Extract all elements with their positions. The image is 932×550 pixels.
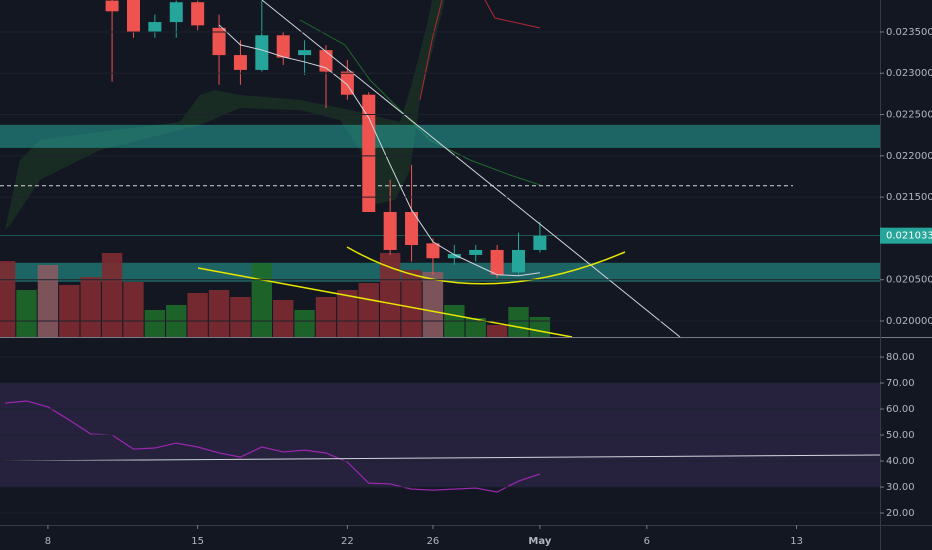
x-tick-label: 22 (341, 536, 354, 547)
candle-body (276, 35, 290, 58)
volume-bar (358, 283, 379, 337)
indicator-line (419, 0, 443, 101)
y-tick-label: 0.023000 (886, 68, 932, 79)
volume-bar (508, 307, 529, 337)
candle-body (319, 50, 333, 72)
y-tick-label: 0.022500 (886, 110, 932, 121)
x-tick-label: 8 (45, 536, 51, 547)
y-tick-label: 0.020500 (886, 275, 932, 286)
volume-bar (273, 300, 294, 337)
axes: 0.023500 0.023000 0.022500 0.022000 0.021500… (0, 27, 932, 547)
y-tick-label: 20.00 (886, 508, 915, 519)
candle-body (405, 211, 419, 246)
y-tick-label: 50.00 (886, 430, 915, 441)
y-tick-label: 30.00 (886, 482, 915, 493)
volume-bar (230, 297, 251, 337)
candle-body (490, 249, 504, 275)
candle-body (255, 35, 269, 70)
candle-body (512, 249, 526, 273)
candle-body (383, 211, 397, 250)
y-tick-label: 0.021500 (886, 192, 932, 203)
volume-bar (294, 310, 315, 337)
volume-bar (0, 261, 16, 337)
y-tick-label: 60.00 (886, 404, 915, 415)
volume-bar (16, 290, 37, 337)
volume-bar (251, 263, 273, 337)
zone (0, 124, 880, 148)
x-tick-label: 26 (427, 536, 440, 547)
y-tick-label: 0.022000 (886, 151, 932, 162)
volume-bar (315, 297, 337, 337)
volume-bar (187, 293, 208, 337)
y-tick-label: 80.00 (886, 352, 915, 363)
candle-body (362, 94, 376, 212)
x-tick-label: 15 (191, 536, 204, 547)
last-price-label: 0.021033 (886, 231, 932, 242)
volume-bar (379, 253, 401, 337)
candle-body (426, 243, 440, 259)
candle-body (298, 50, 312, 56)
volume-bar (465, 318, 486, 337)
candle-body (169, 2, 183, 23)
y-tick-label: 0.023500 (886, 27, 932, 38)
volume-bar (486, 325, 508, 337)
y-tick-label: 40.00 (886, 456, 915, 467)
candle-body (148, 22, 162, 32)
candle-body (533, 235, 547, 250)
x-tick-label: May (528, 536, 551, 547)
volume-bar (101, 253, 123, 337)
rsi-line (5, 400, 541, 493)
candle-body (126, 0, 140, 32)
volume-bar (144, 310, 166, 337)
volume-bar (529, 317, 551, 337)
volume-bar (123, 282, 144, 337)
y-tick-label: 70.00 (886, 378, 915, 389)
x-tick-label: 13 (790, 536, 803, 547)
candle-body (105, 0, 119, 12)
volume-bar (422, 272, 444, 337)
rsi-trend-line (0, 454, 881, 462)
volume-bar (337, 290, 358, 337)
arc-drawing (346, 246, 626, 285)
candle-body (212, 27, 226, 56)
volume-bar (401, 270, 422, 337)
indicator-line (484, 0, 541, 29)
last-price-box (880, 227, 932, 244)
volume-bar (80, 277, 101, 337)
candle-body (340, 71, 354, 95)
candle-body (447, 254, 461, 259)
moving-average (218, 24, 540, 277)
x-tick-label: 6 (644, 536, 650, 547)
trend-line (261, 0, 681, 338)
volume-bar (37, 265, 59, 337)
volume-bar (208, 290, 230, 337)
candle-body (233, 55, 247, 70)
candle-body (469, 249, 483, 255)
volume-bar (59, 285, 80, 337)
y-tick-label: 0.020000 (886, 316, 932, 327)
candle-body (191, 2, 205, 26)
